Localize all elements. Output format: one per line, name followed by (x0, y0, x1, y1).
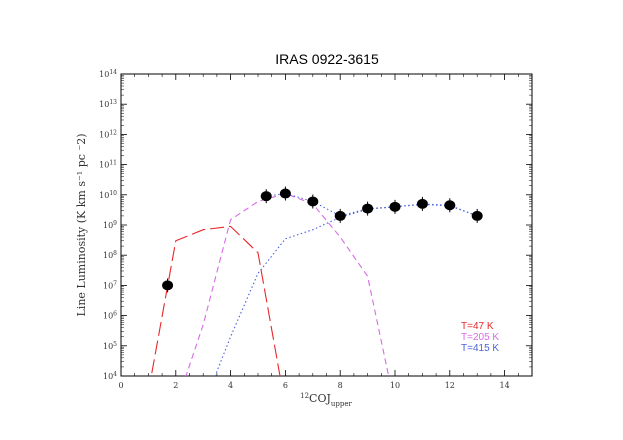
y-axis-label: Line Luminosity (K km s⁻¹ pc ⁻2) (75, 133, 88, 316)
observed-points (162, 186, 483, 293)
axis-ticks: 0 2 4 6 8 10 12 1410410510610710810910101011101… (99, 69, 533, 390)
chart-title: IRAS 0922-3615 (275, 51, 379, 67)
observed-connector (266, 192, 478, 217)
x-tick-label: 0 (118, 381, 123, 390)
y-tick-label: 109 (103, 220, 117, 231)
x-tick-label: 2 (173, 381, 178, 390)
data-point (260, 191, 272, 202)
y-tick-label: 107 (103, 280, 117, 291)
data-point (471, 210, 483, 221)
x-tick-label: 12 (445, 381, 455, 390)
data-point (389, 201, 401, 212)
data-point (444, 200, 456, 211)
x-tick-label: 6 (283, 381, 288, 390)
series-line (150, 225, 281, 376)
data-point (416, 198, 428, 209)
y-tick-label: 106 (103, 310, 117, 321)
data-point (162, 280, 174, 291)
x-tick-label: 4 (228, 381, 233, 390)
y-tick-label: 1014 (99, 69, 117, 80)
series-line (214, 203, 478, 376)
x-tick-label: 8 (338, 381, 343, 390)
legend-entry: T=205 K (461, 332, 499, 343)
x-tick-label: 14 (500, 381, 510, 390)
y-tick-label: 108 (103, 250, 117, 261)
data-point (279, 188, 291, 199)
y-tick-label: 1011 (99, 159, 117, 170)
y-tick-label: 1012 (99, 129, 117, 140)
y-tick-label: 104 (103, 371, 117, 382)
y-tick-label: 1010 (99, 189, 117, 200)
y-tick-label: 105 (103, 340, 117, 351)
y-tick-label: 1013 (99, 99, 117, 110)
data-point (307, 196, 319, 207)
legend-entry: T=415 K (461, 343, 499, 354)
x-tick-label: 10 (390, 381, 400, 390)
legend-entry: T=47 K (461, 321, 494, 332)
legend: T=47 KT=205 KT=415 K (461, 321, 499, 354)
x-axis-label: 12COJupper (300, 392, 352, 408)
data-point (334, 210, 346, 221)
data-point (362, 203, 374, 214)
